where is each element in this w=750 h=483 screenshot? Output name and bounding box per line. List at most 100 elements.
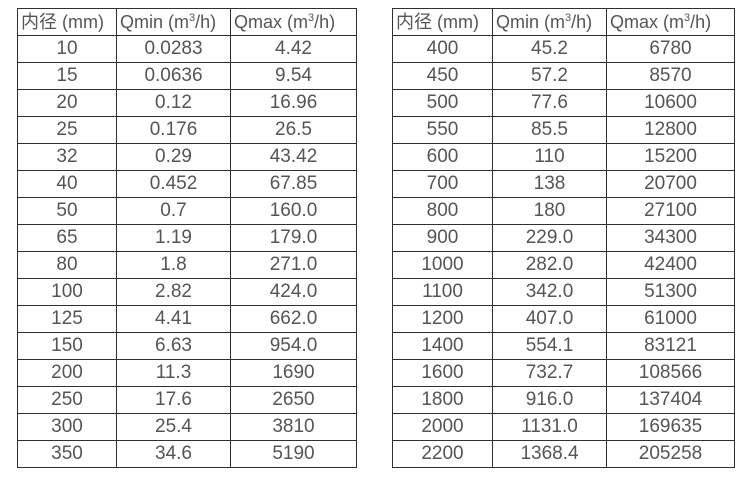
table-row: 500 77.6 10600 bbox=[392, 89, 735, 117]
table-cell: 34300 bbox=[606, 224, 735, 252]
table-cell: 10 bbox=[17, 35, 117, 63]
table-cell: 0.452 bbox=[116, 170, 231, 198]
table-header: 内径 (mm) Qmin (m3/h) Qmax (m3/h) bbox=[17, 8, 357, 36]
table-cell: 2000 bbox=[392, 413, 493, 441]
table-cell: 169635 bbox=[606, 413, 735, 441]
table-cell: 662.0 bbox=[230, 305, 357, 333]
header-text: 内径 (mm) bbox=[21, 12, 104, 32]
table-row: 10 0.0283 4.42 bbox=[17, 35, 357, 63]
table-cell: 554.1 bbox=[492, 332, 607, 360]
table-row: 2000 1131.0 169635 bbox=[392, 413, 735, 441]
table-row: 20 0.12 16.96 bbox=[17, 89, 357, 117]
table-body: 400 45.2 6780 450 57.2 8570 500 77.6 10600 550 85.… bbox=[392, 35, 735, 468]
column-header-qmax: Qmax (m3/h) bbox=[230, 8, 357, 36]
table-cell: 800 bbox=[392, 197, 493, 225]
table-cell: 9.54 bbox=[230, 62, 357, 90]
table-cell: 4.42 bbox=[230, 35, 357, 63]
table-row: 1600 732.7 108566 bbox=[392, 359, 735, 387]
table-cell: 1368.4 bbox=[492, 440, 607, 468]
table-cell: 50 bbox=[17, 197, 117, 225]
header-text: Qmax (m bbox=[234, 12, 308, 32]
table-cell: 250 bbox=[17, 386, 117, 414]
header-text: /h) bbox=[195, 12, 217, 32]
header-text: Qmin (m bbox=[120, 12, 189, 32]
table-cell: 85.5 bbox=[492, 116, 607, 144]
table-cell: 350 bbox=[17, 440, 117, 468]
table-cell: 3810 bbox=[230, 413, 357, 441]
table-row: 350 34.6 5190 bbox=[17, 440, 357, 468]
table-body: 10 0.0283 4.42 15 0.0636 9.54 20 0.12 16.96 25 0.1… bbox=[17, 35, 357, 468]
table-cell: 80 bbox=[17, 251, 117, 279]
header-text: Qmax (m bbox=[610, 12, 684, 32]
table-cell: 0.29 bbox=[116, 143, 231, 171]
table-cell: 1131.0 bbox=[492, 413, 607, 441]
table-cell: 550 bbox=[392, 116, 493, 144]
table-cell: 27100 bbox=[606, 197, 735, 225]
superscript: 3 bbox=[308, 12, 315, 24]
table-row: 450 57.2 8570 bbox=[392, 62, 735, 90]
table-cell: 1100 bbox=[392, 278, 493, 306]
table-cell: 1.8 bbox=[116, 251, 231, 279]
table-row: 50 0.7 160.0 bbox=[17, 197, 357, 225]
table-row: 150 6.63 954.0 bbox=[17, 332, 357, 360]
table-row: 125 4.41 662.0 bbox=[17, 305, 357, 333]
table-cell: 8570 bbox=[606, 62, 735, 90]
table-cell: 11.3 bbox=[116, 359, 231, 387]
column-header-qmax: Qmax (m3/h) bbox=[606, 8, 735, 36]
table-cell: 180 bbox=[492, 197, 607, 225]
table-row: 65 1.19 179.0 bbox=[17, 224, 357, 252]
table-cell: 400 bbox=[392, 35, 493, 63]
table-cell: 0.0636 bbox=[116, 62, 231, 90]
table-cell: 45.2 bbox=[492, 35, 607, 63]
table-cell: 954.0 bbox=[230, 332, 357, 360]
table-cell: 138 bbox=[492, 170, 607, 198]
table-header: 内径 (mm) Qmin (m3/h) Qmax (m3/h) bbox=[392, 8, 735, 36]
table-cell: 600 bbox=[392, 143, 493, 171]
table-cell: 110 bbox=[492, 143, 607, 171]
column-header-qmin: Qmin (m3/h) bbox=[116, 8, 231, 36]
table-cell: 732.7 bbox=[492, 359, 607, 387]
table-row: 1400 554.1 83121 bbox=[392, 332, 735, 360]
table-row: 900 229.0 34300 bbox=[392, 224, 735, 252]
table-cell: 282.0 bbox=[492, 251, 607, 279]
table-row: 2200 1368.4 205258 bbox=[392, 440, 735, 468]
table-cell: 67.85 bbox=[230, 170, 357, 198]
superscript: 3 bbox=[189, 12, 196, 24]
table-cell: 2650 bbox=[230, 386, 357, 414]
table-row: 400 45.2 6780 bbox=[392, 35, 735, 63]
table-cell: 1200 bbox=[392, 305, 493, 333]
header-text: Qmin (m bbox=[496, 12, 565, 32]
table-cell: 25.4 bbox=[116, 413, 231, 441]
table-cell: 137404 bbox=[606, 386, 735, 414]
header-row: 内径 (mm) Qmin (m3/h) Qmax (m3/h) bbox=[17, 8, 357, 36]
table-cell: 83121 bbox=[606, 332, 735, 360]
table-cell: 500 bbox=[392, 89, 493, 117]
table-row: 1800 916.0 137404 bbox=[392, 386, 735, 414]
table-cell: 1600 bbox=[392, 359, 493, 387]
table-cell: 700 bbox=[392, 170, 493, 198]
table-cell: 916.0 bbox=[492, 386, 607, 414]
table-cell: 150 bbox=[17, 332, 117, 360]
table-cell: 1400 bbox=[392, 332, 493, 360]
table-cell: 450 bbox=[392, 62, 493, 90]
header-text: /h) bbox=[690, 12, 712, 32]
table-cell: 1000 bbox=[392, 251, 493, 279]
table-row: 32 0.29 43.42 bbox=[17, 143, 357, 171]
table-cell: 4.41 bbox=[116, 305, 231, 333]
table-row: 40 0.452 67.85 bbox=[17, 170, 357, 198]
table-cell: 77.6 bbox=[492, 89, 607, 117]
spec-table-right: 内径 (mm) Qmin (m3/h) Qmax (m3/h) 400 45.2 6… bbox=[392, 8, 735, 468]
table-cell: 300 bbox=[17, 413, 117, 441]
table-cell: 424.0 bbox=[230, 278, 357, 306]
table-row: 250 17.6 2650 bbox=[17, 386, 357, 414]
table-row: 700 138 20700 bbox=[392, 170, 735, 198]
table-cell: 25 bbox=[17, 116, 117, 144]
table-row: 600 110 15200 bbox=[392, 143, 735, 171]
table-row: 550 85.5 12800 bbox=[392, 116, 735, 144]
table-cell: 271.0 bbox=[230, 251, 357, 279]
table-row: 300 25.4 3810 bbox=[17, 413, 357, 441]
table-row: 100 2.82 424.0 bbox=[17, 278, 357, 306]
table-cell: 16.96 bbox=[230, 89, 357, 117]
table-cell: 205258 bbox=[606, 440, 735, 468]
